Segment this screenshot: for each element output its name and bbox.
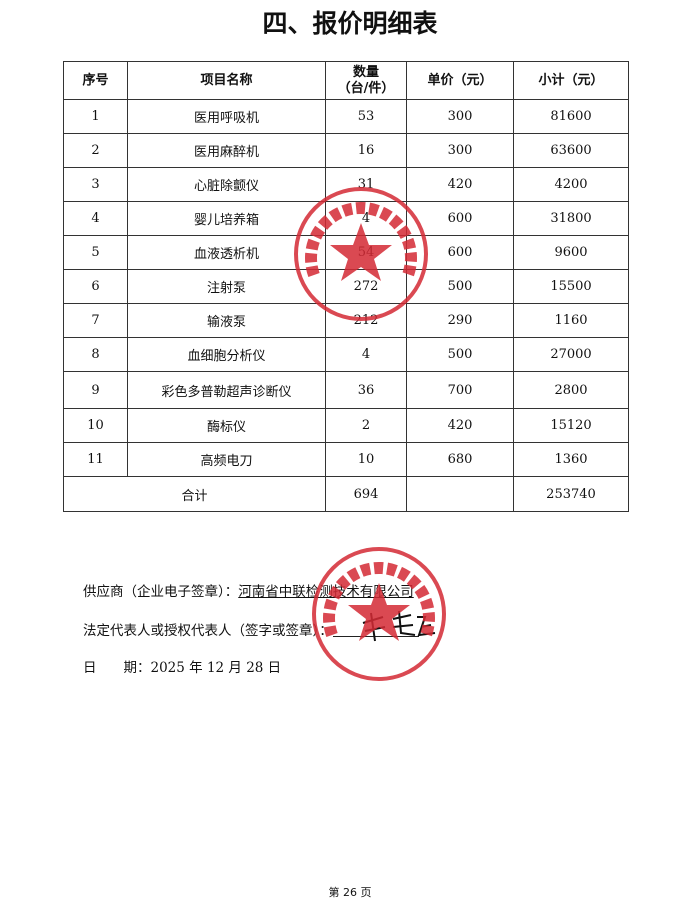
table-row: 6 注射泵 272 500 15500: [63, 269, 629, 304]
page-number: 第 26 页: [328, 886, 372, 899]
cell-qty: 272: [325, 269, 407, 304]
cell-subtotal: 27000: [513, 337, 629, 372]
supplier-label: 供应商（企业电子签章）：: [83, 584, 239, 600]
cell-unit-price: 600: [406, 201, 514, 236]
cell-qty: 54: [325, 235, 407, 270]
cell-index: 7: [63, 303, 128, 338]
cell-qty: 10: [325, 442, 407, 477]
quote-table: 序号 项目名称 数量 （台/件） 单价（元） 小计（元） 1 医用呼吸机 53 300 8…: [63, 61, 629, 512]
table-row: 3 心脏除颤仪 31 420 4200: [63, 167, 629, 202]
cell-subtotal: 1360: [513, 442, 629, 477]
cell-item: 血细胞分析仪: [127, 337, 326, 372]
total-subtotal: 253740: [513, 476, 629, 512]
cell-unit-price: 420: [406, 167, 514, 202]
header-qty-line2: （台/件）: [337, 80, 395, 96]
header-index: 序号: [63, 61, 128, 100]
table-row: 1 医用呼吸机 53 300 81600: [63, 99, 629, 134]
date-value: 2025 年 12 月 28 日: [150, 660, 282, 676]
cell-index: 1: [63, 99, 128, 134]
header-subtotal: 小计（元）: [513, 61, 629, 100]
cell-unit-price: 700: [406, 371, 514, 409]
cell-subtotal: 15500: [513, 269, 629, 304]
cell-qty: 4: [325, 337, 407, 372]
total-unit-price: [406, 476, 514, 512]
cell-subtotal: 81600: [513, 99, 629, 134]
table-header-row: 序号 项目名称 数量 （台/件） 单价（元） 小计（元）: [63, 61, 629, 100]
cell-qty: 53: [325, 99, 407, 134]
cell-unit-price: 500: [406, 269, 514, 304]
cell-item: 婴儿培养箱: [127, 201, 326, 236]
cell-unit-price: 290: [406, 303, 514, 338]
representative-label: 法定代表人或授权代表人（签字或签章）：: [83, 623, 333, 639]
header-qty: 数量 （台/件）: [325, 61, 407, 100]
cell-qty: 31: [325, 167, 407, 202]
cell-item: 酶标仪: [127, 408, 326, 443]
cell-index: 4: [63, 201, 128, 236]
cell-unit-price: 300: [406, 133, 514, 168]
table-row: 8 血细胞分析仪 4 500 27000: [63, 337, 629, 372]
table-row: 11 高频电刀 10 680 1360: [63, 442, 629, 477]
cell-subtotal: 9600: [513, 235, 629, 270]
cell-index: 10: [63, 408, 128, 443]
cell-unit-price: 300: [406, 99, 514, 134]
cell-index: 3: [63, 167, 128, 202]
date-label: 日 期：: [83, 660, 151, 676]
cell-item: 心脏除颤仪: [127, 167, 326, 202]
header-qty-line1: 数量: [352, 64, 379, 80]
supplier-line: 供应商（企业电子签章）：河南省中联检测技术有限公司: [83, 580, 414, 600]
page-title: 四、报价明细表: [262, 9, 438, 38]
cell-qty: 36: [325, 371, 407, 409]
cell-qty: 4: [325, 201, 407, 236]
cell-subtotal: 4200: [513, 167, 629, 202]
cell-subtotal: 2800: [513, 371, 629, 409]
cell-unit-price: 680: [406, 442, 514, 477]
cell-subtotal: 1160: [513, 303, 629, 338]
cell-qty: 16: [325, 133, 407, 168]
table-row: 10 酶标仪 2 420 15120: [63, 408, 629, 443]
date-line: 日 期：2025 年 12 月 28 日: [83, 656, 281, 676]
cell-qty: 212: [325, 303, 407, 338]
cell-item: 血液透析机: [127, 235, 326, 270]
cell-item: 彩色多普勒超声诊断仪: [127, 371, 326, 409]
cell-qty: 2: [325, 408, 407, 443]
cell-subtotal: 31800: [513, 201, 629, 236]
handwritten-signature: [362, 610, 436, 642]
total-label: 合计: [63, 476, 326, 512]
table-row: 4 婴儿培养箱 4 600 31800: [63, 201, 629, 236]
total-row: 合计 694 253740: [63, 476, 629, 512]
cell-index: 9: [63, 371, 128, 409]
cell-item: 高频电刀: [127, 442, 326, 477]
cell-index: 5: [63, 235, 128, 270]
cell-index: 8: [63, 337, 128, 372]
cell-unit-price: 600: [406, 235, 514, 270]
cell-item: 医用呼吸机: [127, 99, 326, 134]
table-row: 5 血液透析机 54 600 9600: [63, 235, 629, 270]
cell-unit-price: 500: [406, 337, 514, 372]
cell-item: 输液泵: [127, 303, 326, 338]
cell-item: 医用麻醉机: [127, 133, 326, 168]
cell-index: 2: [63, 133, 128, 168]
cell-unit-price: 420: [406, 408, 514, 443]
cell-item: 注射泵: [127, 269, 326, 304]
supplier-value: 河南省中联检测技术有限公司: [238, 584, 414, 600]
cell-index: 11: [63, 442, 128, 477]
header-unit-price: 单价（元）: [406, 61, 514, 100]
cell-subtotal: 15120: [513, 408, 629, 443]
table-row: 9 彩色多普勒超声诊断仪 36 700 2800: [63, 371, 629, 409]
total-qty: 694: [325, 476, 407, 512]
cell-subtotal: 63600: [513, 133, 629, 168]
cell-index: 6: [63, 269, 128, 304]
table-row: 2 医用麻醉机 16 300 63600: [63, 133, 629, 168]
header-item: 项目名称: [127, 61, 326, 100]
table-row: 7 输液泵 212 290 1160: [63, 303, 629, 338]
